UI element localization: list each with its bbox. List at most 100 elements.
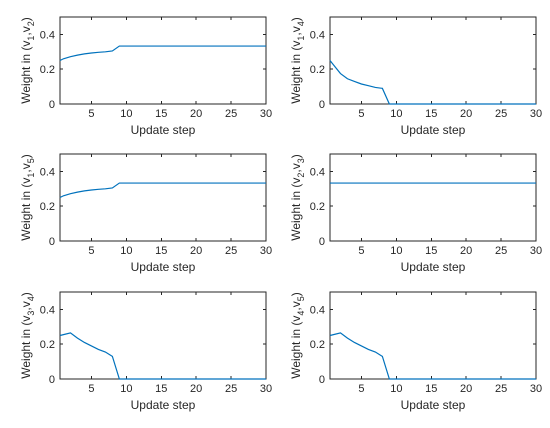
- y-label-text: ,v: [19, 26, 33, 35]
- y-axis-label: Weight in (v1,v2): [19, 17, 36, 104]
- x-axis-label: Update step: [401, 398, 466, 412]
- y-label-text: Weight in (v: [289, 178, 303, 241]
- y-tick-label: 0.2: [310, 201, 325, 213]
- y-tick-label: 0: [319, 99, 325, 111]
- subplot-5: 5 10 15 20 25 30 0 0.2 0.4 Update step Weight in (…: [19, 291, 272, 412]
- x-tick-label: 25: [495, 245, 507, 257]
- y-tick-label: 0.4: [310, 166, 325, 178]
- y-tick-label: 0.4: [40, 166, 55, 178]
- y-axis-label: Weight in (v1,v4): [289, 17, 306, 104]
- series-line: [59, 332, 266, 380]
- y-label-subscript: 5: [296, 296, 306, 301]
- y-label-text: ): [289, 292, 303, 296]
- x-axis-label: Update step: [401, 123, 466, 137]
- x-tick-label: 30: [260, 245, 272, 257]
- x-tick-label: 25: [225, 383, 237, 395]
- x-tick-label: 20: [460, 108, 472, 120]
- y-label-subscript: 1: [296, 36, 306, 41]
- x-tick-label: 30: [530, 108, 542, 120]
- x-tick-label: 30: [530, 245, 542, 257]
- y-label-text: ,v: [289, 26, 303, 35]
- x-tick-label: 15: [425, 108, 437, 120]
- x-tick-label: 5: [88, 108, 94, 120]
- x-tick-label: 30: [530, 383, 542, 395]
- y-tick-label: 0.4: [310, 29, 325, 41]
- y-label-text: Weight in (v: [19, 41, 33, 104]
- x-tick-label: 5: [358, 245, 364, 257]
- x-tick-label: 10: [120, 108, 132, 120]
- y-label-subscript: 5: [26, 158, 36, 163]
- y-label-subscript: 2: [26, 21, 36, 26]
- y-tick-label: 0.4: [310, 304, 325, 316]
- x-tick-label: 20: [190, 108, 202, 120]
- x-axis-label: Update step: [131, 260, 196, 274]
- y-tick-label: 0: [319, 236, 325, 248]
- y-tick-label: 0.2: [40, 201, 55, 213]
- x-tick-label: 5: [88, 245, 94, 257]
- y-tick-label: 0.4: [40, 29, 55, 41]
- y-axis-label: Weight in (v2,v3): [289, 154, 306, 241]
- axes-box: [59, 153, 267, 242]
- y-label-text: ): [19, 17, 33, 21]
- x-tick-label: 20: [460, 383, 472, 395]
- y-label-text: Weight in (v: [19, 178, 33, 241]
- axes-box: [329, 16, 537, 105]
- x-tick-label: 5: [358, 108, 364, 120]
- x-tick-label: 15: [155, 245, 167, 257]
- x-tick-label: 25: [495, 108, 507, 120]
- series-line: [329, 60, 536, 105]
- y-label-text: ): [19, 292, 33, 296]
- x-axis-label: Update step: [131, 123, 196, 137]
- y-label-text: ): [289, 17, 303, 21]
- y-axis-label: Weight in (v3,v4): [19, 292, 36, 379]
- subplot-1: 5 10 15 20 25 30 0 0.2 0.4 Update step Weight in (…: [19, 16, 272, 137]
- y-label-subscript: 3: [26, 311, 36, 316]
- x-tick-label: 15: [155, 383, 167, 395]
- y-tick-label: 0: [49, 236, 55, 248]
- y-label-subscript: 2: [296, 173, 306, 178]
- x-tick-label: 10: [120, 245, 132, 257]
- x-tick-label: 5: [358, 383, 364, 395]
- y-label-text: ): [289, 154, 303, 158]
- y-tick-label: 0: [319, 374, 325, 386]
- y-tick-label: 0: [49, 99, 55, 111]
- y-tick-label: 0.2: [310, 64, 325, 76]
- y-label-text: Weight in (v: [289, 316, 303, 379]
- x-axis-label: Update step: [131, 398, 196, 412]
- y-label-subscript: 4: [296, 311, 306, 316]
- axes-box: [329, 291, 537, 380]
- x-tick-label: 10: [390, 108, 402, 120]
- x-tick-label: 15: [425, 245, 437, 257]
- y-tick-label: 0.2: [40, 64, 55, 76]
- y-label-subscript: 3: [296, 158, 306, 163]
- x-tick-label: 10: [120, 383, 132, 395]
- y-label-text: ): [19, 154, 33, 158]
- series-line: [59, 182, 266, 199]
- x-axis-label: Update step: [401, 260, 466, 274]
- x-tick-label: 15: [155, 108, 167, 120]
- x-tick-label: 30: [260, 383, 272, 395]
- y-label-text: ,v: [289, 163, 303, 172]
- y-label-subscript: 1: [26, 36, 36, 41]
- axes-box: [329, 153, 537, 242]
- subplot-6: 5 10 15 20 25 30 0 0.2 0.4 Update step Weight in (…: [289, 291, 542, 412]
- axes-box: [59, 16, 267, 105]
- y-axis-label: Weight in (v1,v5): [19, 154, 36, 241]
- y-axis-label: Weight in (v4,v5): [289, 292, 306, 379]
- series-line: [329, 332, 536, 380]
- x-tick-label: 25: [225, 245, 237, 257]
- x-tick-label: 20: [190, 383, 202, 395]
- y-label-subscript: 1: [26, 173, 36, 178]
- y-label-text: ,v: [19, 301, 33, 310]
- series-line: [59, 45, 266, 62]
- y-label-subscript: 4: [296, 21, 306, 26]
- x-tick-label: 25: [495, 383, 507, 395]
- y-tick-label: 0.2: [40, 339, 55, 351]
- y-tick-label: 0: [49, 374, 55, 386]
- subplot-2: 5 10 15 20 25 30 0 0.2 0.4 Update step Weight in (…: [289, 16, 542, 137]
- y-tick-label: 0.2: [310, 339, 325, 351]
- y-tick-label: 0.4: [40, 304, 55, 316]
- x-tick-label: 10: [390, 383, 402, 395]
- x-tick-label: 20: [460, 245, 472, 257]
